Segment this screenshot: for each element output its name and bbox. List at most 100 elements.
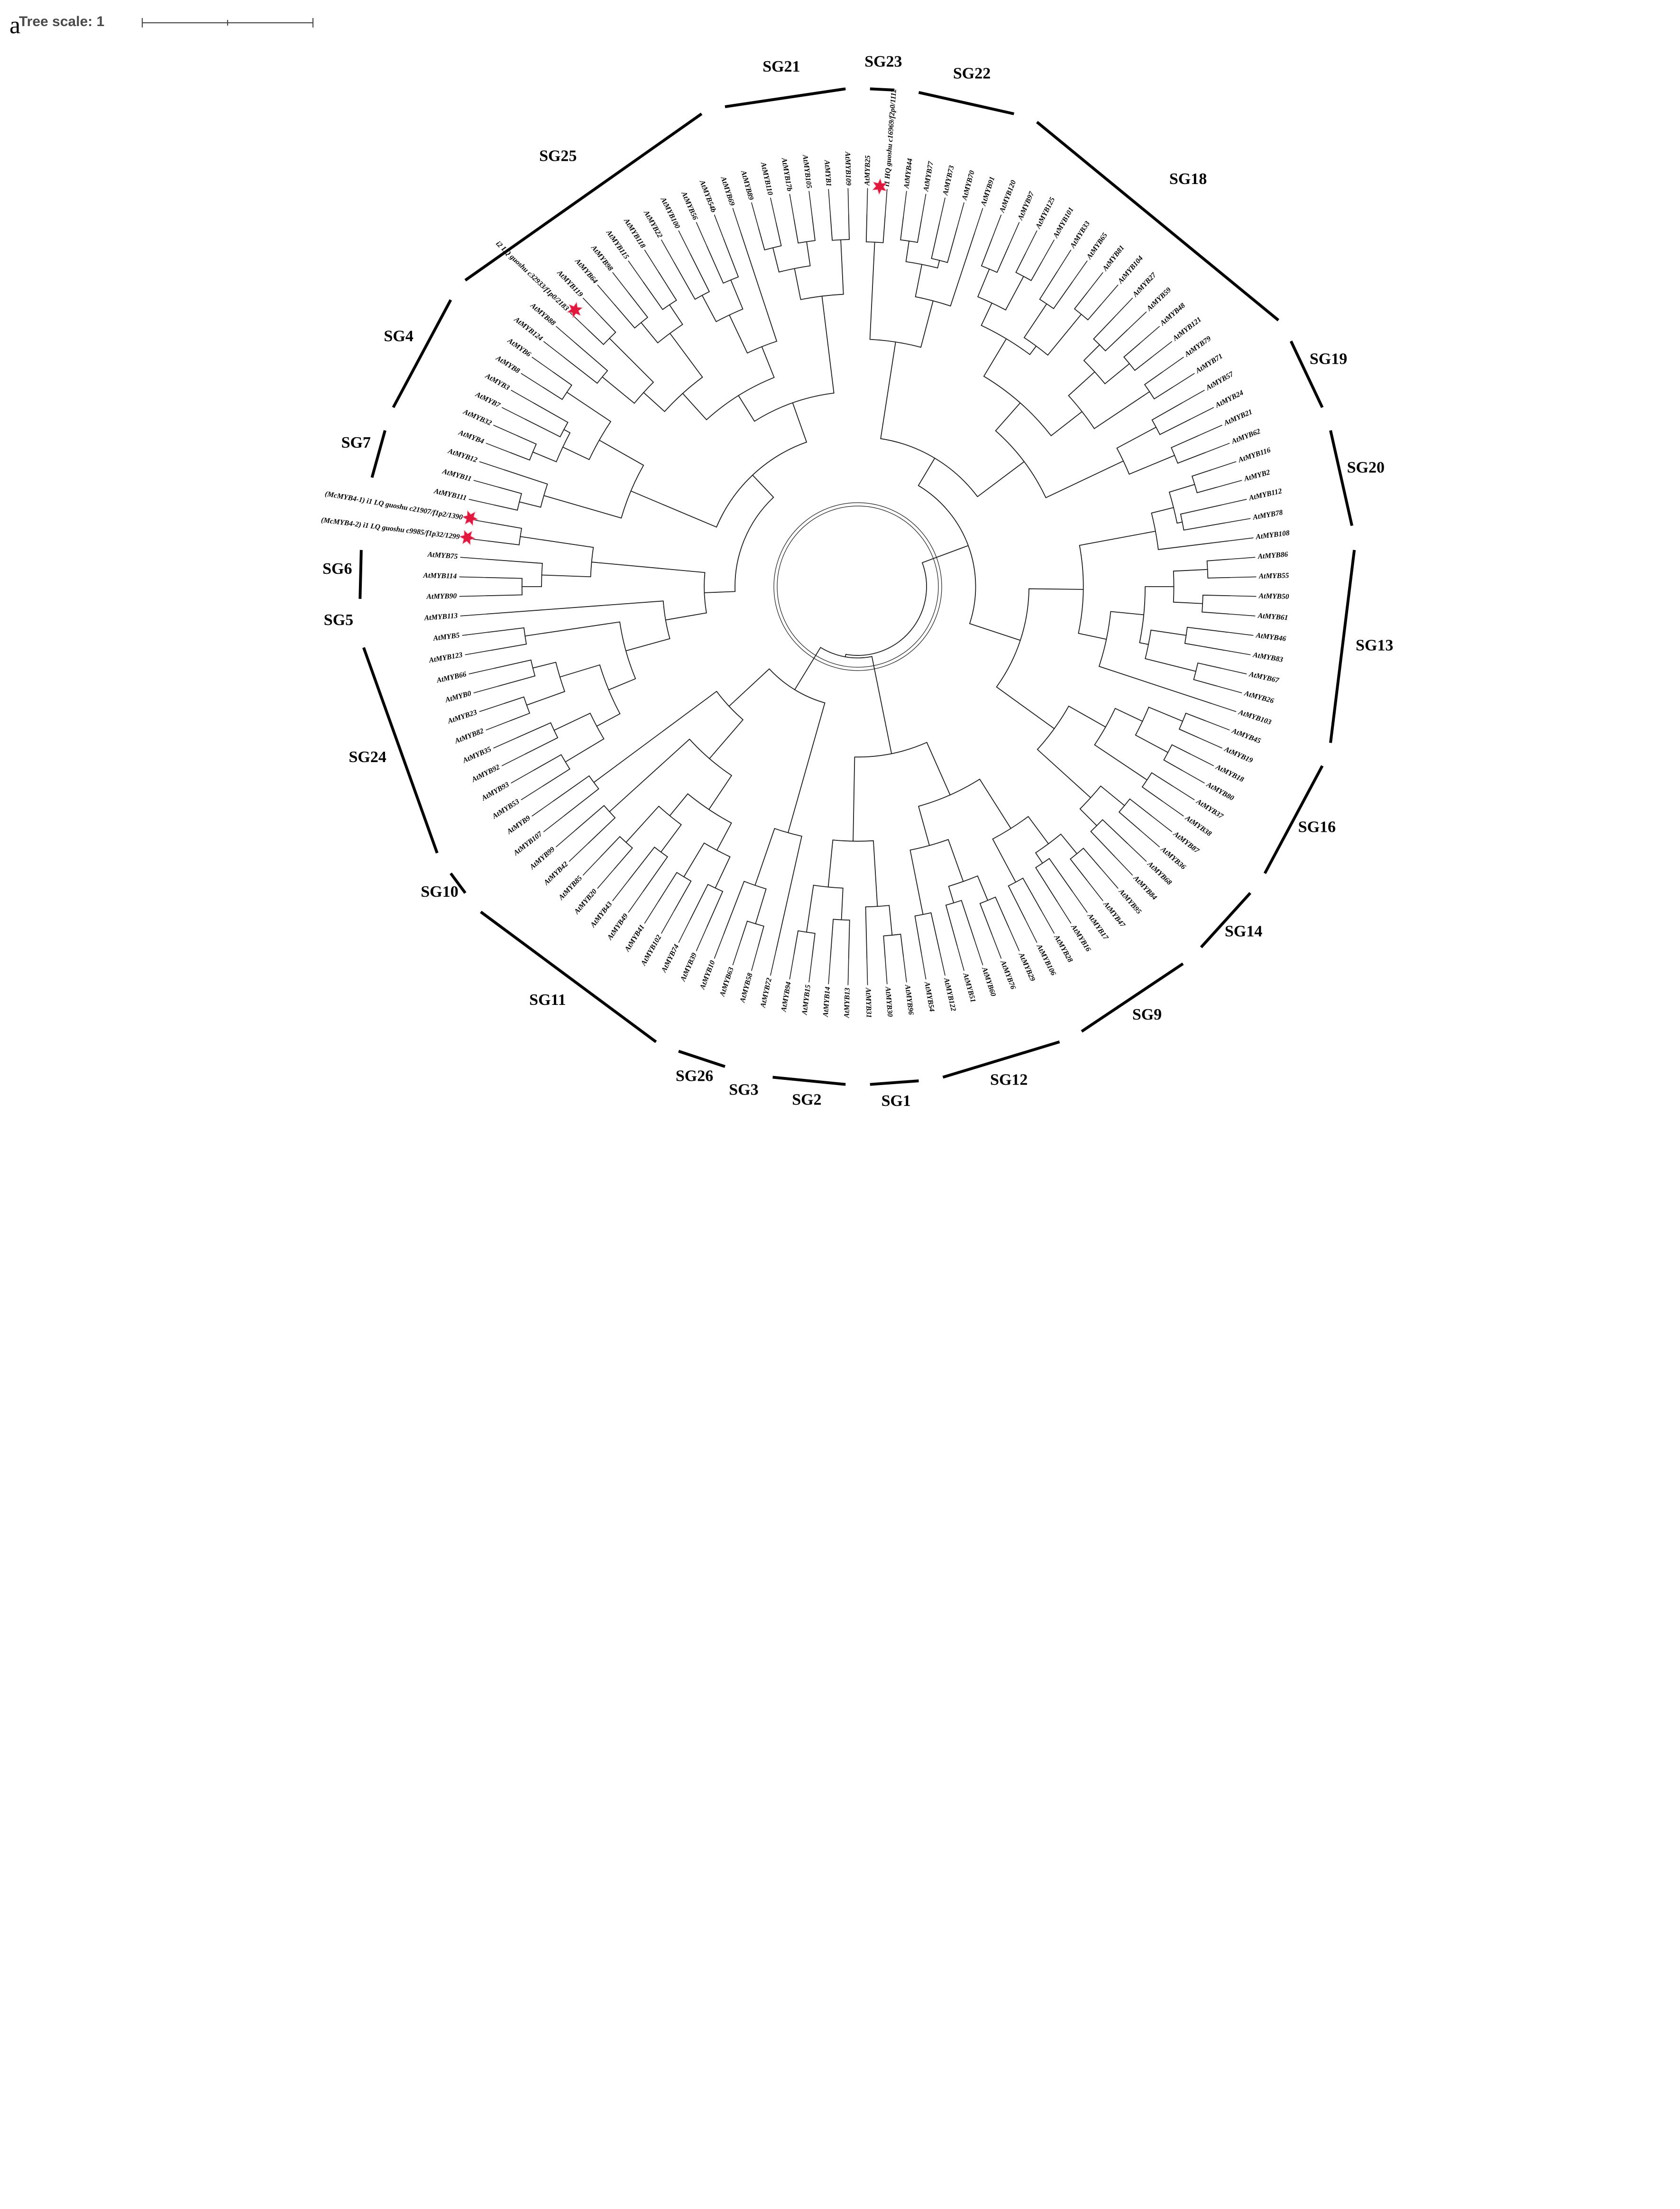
- svg-text:AtMYB46: AtMYB46: [1255, 631, 1287, 643]
- svg-text:AtMYB100: AtMYB100: [659, 195, 681, 230]
- svg-text:AtMYB88: AtMYB88: [528, 301, 557, 327]
- svg-text:AtMYB101: AtMYB101: [1051, 206, 1075, 239]
- svg-text:AtMYB14: AtMYB14: [822, 986, 832, 1018]
- svg-text:AtMYB4: AtMYB4: [457, 428, 486, 445]
- svg-text:AtMYB103: AtMYB103: [1237, 708, 1272, 727]
- svg-text:AtMYB93: AtMYB93: [480, 781, 511, 803]
- svg-text:SG22: SG22: [953, 65, 991, 83]
- svg-text:SG23: SG23: [864, 53, 902, 70]
- svg-text:AtMYB47: AtMYB47: [1102, 900, 1127, 929]
- svg-text:SG11: SG11: [529, 991, 566, 1009]
- svg-text:AtMYB115: AtMYB115: [604, 228, 630, 261]
- svg-text:AtMYB125: AtMYB125: [1034, 196, 1056, 230]
- svg-text:AtMYB37: AtMYB37: [1194, 797, 1225, 821]
- svg-text:AtMYB112: AtMYB112: [1248, 487, 1283, 502]
- svg-text:AtMYB6: AtMYB6: [505, 336, 532, 359]
- svg-text:a: a: [9, 12, 20, 39]
- svg-text:AtMYB41: AtMYB41: [623, 923, 646, 954]
- svg-text:AtMYB2: AtMYB2: [1243, 468, 1271, 483]
- svg-text:AtMYB118: AtMYB118: [622, 217, 647, 250]
- svg-text:SG5: SG5: [324, 611, 353, 629]
- svg-text:AtMYB82: AtMYB82: [453, 727, 485, 746]
- svg-text:AtMYB38: AtMYB38: [1184, 814, 1213, 838]
- svg-text:AtMYB98: AtMYB98: [589, 243, 615, 273]
- svg-text:AtMYB43: AtMYB43: [588, 900, 614, 930]
- svg-text:AtMYB49: AtMYB49: [606, 912, 630, 942]
- svg-text:AtMYB36: AtMYB36: [1159, 845, 1187, 871]
- svg-text:SG24: SG24: [349, 748, 386, 766]
- svg-text:AtMYB35: AtMYB35: [461, 745, 493, 765]
- svg-text:AtMYB53: AtMYB53: [491, 798, 521, 821]
- svg-text:AtMYB69: AtMYB69: [719, 175, 736, 207]
- svg-text:AtMYB74: AtMYB74: [660, 943, 680, 974]
- svg-text:SG13: SG13: [1356, 636, 1393, 654]
- svg-text:SG19: SG19: [1310, 350, 1347, 368]
- svg-text:AtMYB29: AtMYB29: [1017, 951, 1037, 983]
- svg-text:AtMYB39: AtMYB39: [679, 951, 698, 983]
- svg-text:AtMYB72: AtMYB72: [759, 977, 773, 1009]
- svg-text:AtMYB7: AtMYB7: [474, 390, 502, 410]
- svg-text:SG26: SG26: [676, 1068, 713, 1085]
- svg-text:AtMYB83: AtMYB83: [1252, 651, 1284, 664]
- svg-text:AtMYB113: AtMYB113: [423, 612, 458, 622]
- svg-text:AtMYB104: AtMYB104: [1116, 254, 1145, 285]
- svg-text:AtMYB1: AtMYB1: [823, 159, 833, 187]
- svg-text:AtMYB70: AtMYB70: [960, 169, 976, 201]
- svg-text:AtMYB13: AtMYB13: [843, 987, 852, 1018]
- svg-text:AtMYB54: AtMYB54: [923, 981, 936, 1012]
- svg-text:SG7: SG7: [341, 434, 371, 451]
- svg-text:Tree scale: 1: Tree scale: 1: [19, 14, 104, 29]
- svg-text:AtMYB62: AtMYB62: [1230, 427, 1262, 446]
- svg-text:AtMYB3: AtMYB3: [484, 372, 511, 392]
- svg-text:AtMYB45: AtMYB45: [1230, 727, 1262, 745]
- svg-text:AtMYB111: AtMYB111: [433, 487, 468, 502]
- svg-text:AtMYB79: AtMYB79: [1183, 334, 1212, 359]
- svg-text:SG6: SG6: [322, 560, 352, 578]
- svg-text:AtMYB5: AtMYB5: [432, 631, 460, 643]
- svg-text:AtMYB68: AtMYB68: [1146, 860, 1174, 887]
- svg-text:AtMYB55: AtMYB55: [1258, 571, 1289, 580]
- svg-text:SG18: SG18: [1169, 170, 1207, 188]
- svg-text:AtMYB92: AtMYB92: [470, 763, 501, 784]
- svg-text:AtMYB90: AtMYB90: [426, 592, 457, 601]
- svg-text:AtMYB102: AtMYB102: [639, 933, 663, 967]
- svg-text:AtMYB51: AtMYB51: [961, 972, 977, 1003]
- svg-text:AtMYB64: AtMYB64: [573, 257, 599, 285]
- svg-text:AtMYB11: AtMYB11: [441, 467, 472, 483]
- svg-text:AtMYB60: AtMYB60: [980, 966, 998, 997]
- svg-text:AtMYB32: AtMYB32: [461, 407, 493, 427]
- svg-text:i1 HQ guoshu c16969/f2p0/1112: i1 HQ guoshu c16969/f2p0/1112: [883, 89, 898, 187]
- svg-text:SG10: SG10: [421, 883, 458, 901]
- svg-text:AtMYB94: AtMYB94: [780, 981, 793, 1013]
- svg-text:AtMYB66: AtMYB66: [435, 670, 467, 685]
- svg-text:SG14: SG14: [1225, 922, 1262, 940]
- svg-text:AtMYB81: AtMYB81: [1101, 244, 1126, 273]
- svg-text:AtMYB89: AtMYB89: [739, 169, 755, 201]
- svg-text:AtMYB76: AtMYB76: [999, 959, 1017, 991]
- svg-text:AtMYB48: AtMYB48: [1158, 301, 1187, 327]
- svg-text:AtMYB30: AtMYB30: [884, 986, 894, 1017]
- svg-text:AtMYB22: AtMYB22: [642, 209, 664, 239]
- svg-text:AtMYB67: AtMYB67: [1248, 670, 1280, 685]
- svg-text:AtMYB65: AtMYB65: [1085, 231, 1109, 261]
- svg-text:AtMYB21: AtMYB21: [1222, 408, 1254, 428]
- svg-text:(McMYB4-2) i1 LQ guoshu c9985/: (McMYB4-2) i1 LQ guoshu c9985/f1p32/1299: [321, 516, 460, 541]
- svg-text:AtMYB97: AtMYB97: [1016, 190, 1036, 221]
- svg-text:AtMYB91: AtMYB91: [979, 175, 996, 207]
- svg-text:SG12: SG12: [990, 1071, 1028, 1089]
- svg-text:AtMYB106: AtMYB106: [1035, 943, 1057, 977]
- svg-text:AtMYB20: AtMYB20: [572, 887, 598, 916]
- svg-text:AtMYB123: AtMYB123: [428, 651, 463, 664]
- svg-text:SG16: SG16: [1298, 819, 1336, 836]
- svg-text:AtMYB105: AtMYB105: [801, 154, 813, 189]
- svg-text:AtMYB57: AtMYB57: [1204, 370, 1236, 392]
- svg-text:AtMYB119: AtMYB119: [555, 268, 585, 299]
- svg-text:AtMYB75: AtMYB75: [427, 551, 458, 561]
- svg-text:AtMYB108: AtMYB108: [1255, 529, 1290, 541]
- svg-text:AtMYB107: AtMYB107: [512, 829, 544, 857]
- svg-text:AtMYB54b: AtMYB54b: [698, 179, 717, 214]
- svg-text:SG2: SG2: [792, 1091, 821, 1109]
- svg-text:AtMYB84: AtMYB84: [1131, 874, 1158, 902]
- svg-text:SG1: SG1: [881, 1092, 911, 1110]
- svg-text:AtMYB78: AtMYB78: [1252, 508, 1284, 522]
